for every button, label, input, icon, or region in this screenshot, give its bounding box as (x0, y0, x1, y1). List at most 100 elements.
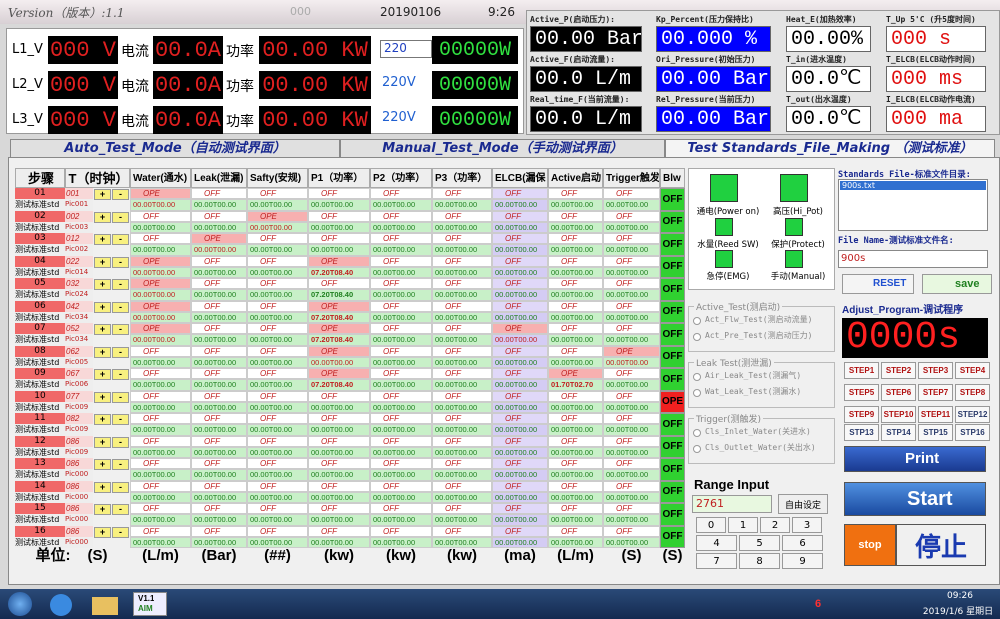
browser-icon[interactable] (50, 594, 72, 616)
radio-label[interactable]: Cls_Outlet_Water(关出水) (705, 443, 816, 452)
keypad-key[interactable]: 2 (760, 517, 790, 533)
minus-button[interactable]: - (112, 526, 129, 538)
app-icon[interactable]: V1.1 AIM (133, 592, 167, 616)
print-button[interactable]: Print (844, 446, 986, 472)
plus-button[interactable]: + (94, 481, 111, 493)
time-cell: 00.00T00.00 (492, 356, 548, 368)
plus-button[interactable]: + (94, 324, 111, 336)
step-button[interactable]: STEP4 (955, 362, 990, 379)
plus-button[interactable]: + (94, 301, 111, 313)
step-button[interactable]: STEP5 (844, 384, 879, 401)
mode-tab[interactable]: Manual_Test_Mode（手动测试界面） (340, 139, 665, 157)
plus-button[interactable]: + (94, 369, 111, 381)
keypad-key[interactable]: 7 (696, 553, 737, 569)
stop-button[interactable]: stop (844, 524, 896, 566)
step-button[interactable]: STEP12 (955, 406, 990, 423)
folder-icon[interactable] (92, 597, 118, 615)
plus-button[interactable]: + (94, 234, 111, 246)
plus-button[interactable]: + (94, 436, 111, 448)
keypad-key[interactable]: 6 (782, 535, 823, 551)
keypad-key[interactable]: 0 (696, 517, 726, 533)
step-button[interactable]: STEP7 (918, 384, 953, 401)
plus-button[interactable]: + (94, 189, 111, 201)
plus-button[interactable]: + (94, 279, 111, 291)
step-button[interactable]: STP15 (918, 424, 953, 441)
file-item[interactable]: 900s.txt (840, 181, 986, 190)
plus-button[interactable]: + (94, 391, 111, 403)
step-button[interactable]: STEP8 (955, 384, 990, 401)
radio[interactable] (693, 373, 701, 381)
minus-button[interactable]: - (112, 504, 129, 516)
stop-cn-button[interactable]: 停止 (896, 524, 986, 566)
time-cell: 00.00T00.00 (247, 266, 308, 278)
plus-button[interactable]: + (94, 414, 111, 426)
minus-button[interactable]: - (112, 414, 129, 426)
keypad-key[interactable]: 5 (739, 535, 780, 551)
time-cell: 00.00T00.00 (191, 311, 247, 323)
minus-button[interactable]: - (112, 346, 129, 358)
reset-button[interactable]: RESET (842, 274, 914, 294)
time-cell: 00.00T00.00 (492, 244, 548, 256)
minus-button[interactable]: - (112, 391, 129, 403)
custom-button[interactable]: 自由设定 (778, 494, 828, 514)
minus-button[interactable]: - (112, 234, 129, 246)
keypad-key[interactable]: 9 (782, 553, 823, 569)
save-button[interactable]: save (922, 274, 992, 294)
step-button[interactable]: STP13 (844, 424, 879, 441)
plus-button[interactable]: + (94, 526, 111, 538)
step-time: 022 (65, 255, 93, 267)
radio[interactable] (693, 445, 701, 453)
state-cell: OFF (432, 233, 492, 245)
file-name-input[interactable]: 900s (838, 250, 988, 268)
time-cell: 00.00T00.00 (247, 221, 308, 233)
keypad-key[interactable]: 4 (696, 535, 737, 551)
minus-button[interactable]: - (112, 369, 129, 381)
minus-button[interactable]: - (112, 481, 129, 493)
step-pic: Pic009 (65, 424, 93, 436)
mode-tab[interactable]: Test Standards_File_Making （测试标准） (665, 139, 995, 157)
step-button[interactable]: STEP6 (881, 384, 916, 401)
radio-label[interactable]: Cls_Inlet_Water(关进水) (705, 427, 811, 436)
time-cell: 00.00T00.00 (130, 244, 191, 256)
radio-label[interactable]: Wat_Leak_Test(测漏水) (705, 387, 802, 396)
radio-label[interactable]: Act_Flw_Test(测启动流量) (705, 315, 813, 324)
radio[interactable] (693, 333, 701, 341)
start-button[interactable]: Start (844, 482, 986, 516)
state-cell: OFF (308, 278, 370, 290)
keypad-key[interactable]: 1 (728, 517, 758, 533)
step-button[interactable]: STEP3 (918, 362, 953, 379)
mode-tab[interactable]: Auto_Test_Mode（自动测试界面） (10, 139, 340, 157)
plus-button[interactable]: + (94, 211, 111, 223)
radio[interactable] (693, 389, 701, 397)
voltage-select[interactable]: 220 (380, 40, 432, 58)
keypad-key[interactable]: 8 (739, 553, 780, 569)
start-orb[interactable] (8, 592, 32, 616)
step-button[interactable]: STP14 (881, 424, 916, 441)
minus-button[interactable]: - (112, 211, 129, 223)
minus-button[interactable]: - (112, 279, 129, 291)
plus-button[interactable]: + (94, 256, 111, 268)
radio-label[interactable]: Air_Leak_Test(测漏气) (705, 371, 802, 380)
step-button[interactable]: STEP10 (881, 406, 916, 423)
minus-button[interactable]: - (112, 189, 129, 201)
meter-value: 00.00% (786, 26, 871, 52)
step-button[interactable]: STEP2 (881, 362, 916, 379)
state-cell: OFF (247, 345, 308, 357)
step-button[interactable]: STP16 (955, 424, 990, 441)
step-button[interactable]: STEP1 (844, 362, 879, 379)
radio-label[interactable]: Act_Pre_Test(测启动压力) (705, 331, 813, 340)
plus-button[interactable]: + (94, 504, 111, 516)
plus-button[interactable]: + (94, 346, 111, 358)
minus-button[interactable]: - (112, 459, 129, 471)
meter-value: 00.00 Bar (530, 26, 642, 52)
minus-button[interactable]: - (112, 436, 129, 448)
radio[interactable] (693, 429, 701, 437)
step-button[interactable]: STEP11 (918, 406, 953, 423)
minus-button[interactable]: - (112, 324, 129, 336)
minus-button[interactable]: - (112, 256, 129, 268)
minus-button[interactable]: - (112, 301, 129, 313)
step-button[interactable]: STEP9 (844, 406, 879, 423)
plus-button[interactable]: + (94, 459, 111, 471)
radio[interactable] (693, 317, 701, 325)
keypad-key[interactable]: 3 (792, 517, 822, 533)
